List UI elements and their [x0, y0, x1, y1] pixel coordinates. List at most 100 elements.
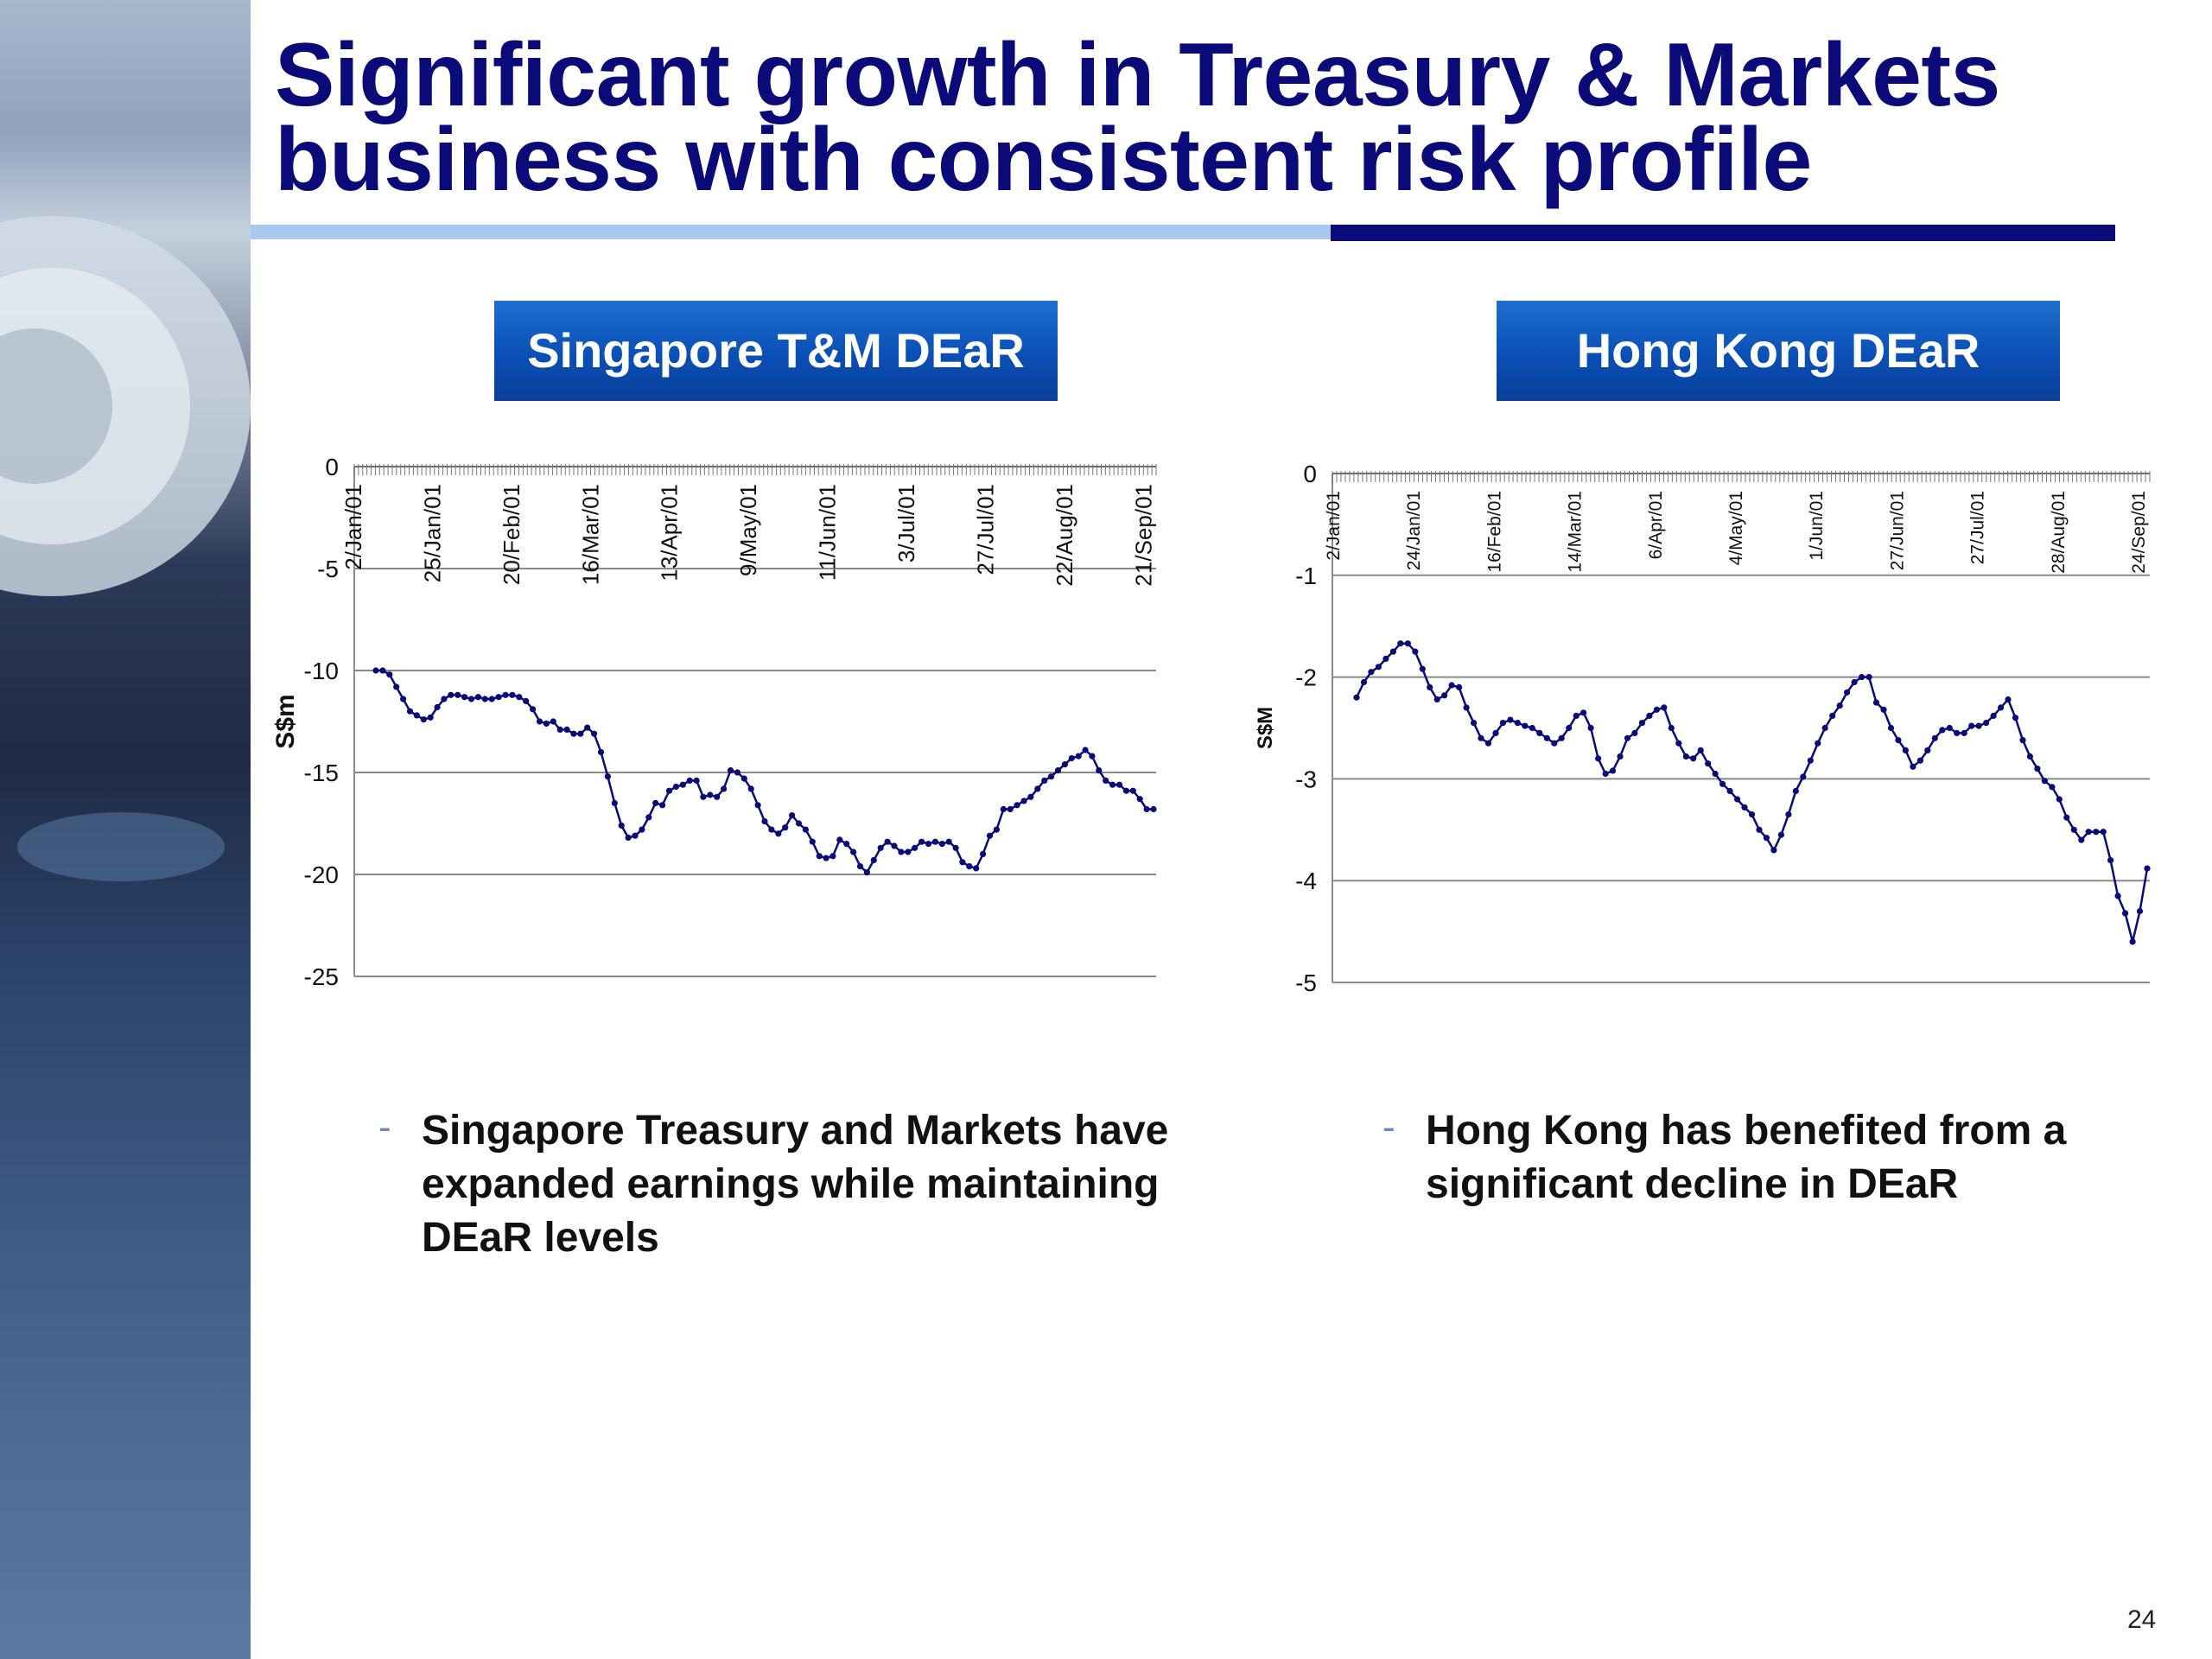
- data-point: [1075, 753, 1082, 760]
- x-tick-label: 16/Mar/01: [577, 484, 603, 585]
- data-point: [1389, 648, 1396, 655]
- data-point: [2107, 857, 2114, 864]
- y-tick-label: -5: [1295, 969, 1317, 996]
- title-rule-dark: [1331, 225, 2115, 241]
- y-tick-label: -20: [304, 861, 339, 888]
- data-point: [536, 718, 543, 725]
- data-point: [734, 769, 741, 776]
- data-point: [1116, 781, 1123, 788]
- data-point: [2034, 766, 2041, 772]
- chart-title-hong-kong: Hong Kong DEaR: [1497, 301, 2060, 401]
- data-point: [1522, 722, 1529, 729]
- data-point: [1763, 835, 1770, 842]
- data-point: [768, 826, 775, 833]
- data-point: [1360, 678, 1368, 686]
- data-point: [2100, 829, 2107, 836]
- data-point: [645, 814, 652, 821]
- data-point: [938, 841, 945, 848]
- data-point: [747, 785, 754, 792]
- data-point: [1109, 781, 1116, 788]
- data-point: [1122, 787, 1129, 794]
- data-point: [563, 726, 570, 733]
- data-point: [809, 838, 816, 845]
- data-point: [1887, 724, 1895, 732]
- y-axis-label: S$M: [1254, 707, 1277, 749]
- y-tick-label: -1: [1295, 563, 1317, 589]
- data-point: [966, 863, 973, 870]
- data-point: [372, 667, 379, 674]
- data-point: [789, 812, 796, 819]
- data-point: [1448, 682, 1455, 689]
- x-tick-label: 13/Apr/01: [657, 484, 683, 582]
- data-point: [1609, 767, 1617, 774]
- data-point: [1851, 678, 1858, 686]
- data-point: [823, 855, 830, 861]
- chart-title-singapore: Singapore T&M DEaR: [494, 301, 1058, 401]
- data-point: [2122, 910, 2129, 917]
- data-point: [795, 820, 803, 827]
- data-point: [618, 822, 625, 829]
- sidebar-banner: DBS: [0, 0, 251, 1659]
- data-point: [721, 785, 728, 792]
- y-tick-label: -5: [317, 556, 339, 582]
- data-point: [986, 832, 994, 839]
- data-point: [1136, 796, 1143, 803]
- data-point: [918, 838, 925, 845]
- data-point: [386, 671, 393, 678]
- data-point: [1382, 655, 1389, 662]
- data-point: [488, 696, 495, 702]
- data-point: [1624, 734, 1631, 741]
- x-tick-label: 22/Aug/01: [1052, 484, 1077, 587]
- data-point: [1484, 740, 1492, 747]
- data-point: [1712, 770, 1719, 778]
- data-point: [1902, 747, 1909, 753]
- x-tick-label: 21/Sep/01: [1130, 484, 1156, 587]
- data-point: [597, 748, 605, 755]
- data-point: [891, 842, 898, 849]
- data-point: [2093, 829, 2100, 836]
- y-tick-label: -4: [1295, 868, 1317, 894]
- data-point: [1800, 773, 1807, 780]
- data-point: [1719, 780, 1726, 787]
- data-point: [1770, 847, 1777, 854]
- data-point: [1829, 712, 1836, 719]
- data-point: [2136, 907, 2144, 915]
- data-point: [1397, 640, 1404, 647]
- data-point: [1595, 755, 1602, 762]
- data-point: [2114, 893, 2121, 899]
- data-point: [1587, 724, 1594, 732]
- x-tick-label: 9/May/01: [735, 484, 761, 576]
- data-point: [1353, 694, 1360, 701]
- data-point: [467, 696, 475, 702]
- data-point: [1931, 734, 1938, 741]
- data-point: [1412, 648, 1419, 655]
- data-point: [570, 730, 577, 737]
- data-point: [543, 720, 550, 727]
- data-point: [1096, 767, 1103, 774]
- data-point: [393, 683, 400, 690]
- data-point: [1580, 709, 1587, 716]
- data-point: [714, 793, 721, 800]
- data-point: [863, 869, 871, 876]
- data-point: [1961, 729, 1967, 736]
- data-point: [1143, 805, 1150, 813]
- data-point: [1551, 740, 1558, 747]
- data-point: [870, 856, 877, 864]
- data-point: [665, 787, 673, 794]
- data-point: [1668, 724, 1675, 732]
- y-tick-label: 0: [325, 454, 339, 480]
- data-point: [1646, 712, 1653, 719]
- data-point: [679, 781, 686, 788]
- page-number: 24: [2127, 1605, 2157, 1634]
- data-point: [945, 838, 952, 845]
- data-point: [693, 777, 700, 784]
- data-point: [1690, 755, 1697, 762]
- y-axis-label: S$m: [271, 694, 300, 748]
- data-point: [406, 708, 414, 715]
- data-point: [1617, 753, 1624, 760]
- data-point: [1419, 665, 1426, 672]
- data-point: [502, 691, 509, 698]
- data-point: [761, 818, 768, 825]
- x-tick-label: 4/May/01: [1726, 491, 1746, 565]
- svg-text:DBS: DBS: [196, 836, 251, 1391]
